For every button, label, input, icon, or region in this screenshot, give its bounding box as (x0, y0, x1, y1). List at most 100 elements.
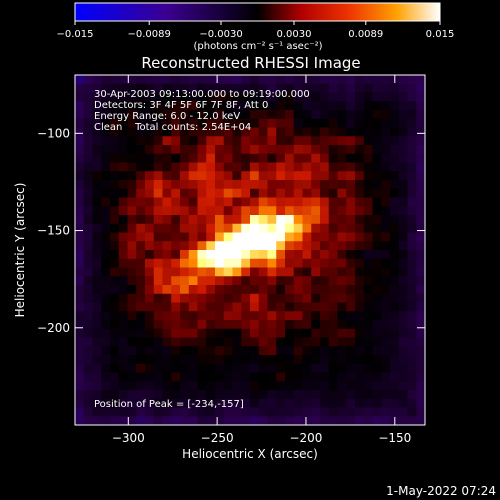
heatmap-cell (355, 328, 365, 339)
heatmap-cell (398, 250, 409, 260)
heatmap-cell (136, 302, 146, 312)
heatmap-cell (145, 372, 155, 382)
heatmap-cell (416, 328, 425, 339)
heatmap-cell (346, 171, 356, 181)
heatmap-cell (232, 337, 242, 347)
heatmap-cell (302, 398, 312, 409)
heatmap-cell (145, 311, 155, 321)
heatmap-cell (390, 285, 400, 295)
heatmap-cell (110, 162, 120, 172)
heatmap-cell (302, 223, 312, 234)
heatmap-cell (101, 355, 111, 365)
heatmap-cell (83, 346, 94, 356)
heatmap-cell (188, 197, 199, 207)
heatmap-cell (145, 398, 155, 409)
heatmap-cell (250, 188, 260, 199)
heatmap-cell (293, 355, 304, 365)
heatmap-cell (398, 153, 409, 164)
heatmap-cell (407, 267, 417, 277)
heatmap-cell (390, 145, 400, 155)
heatmap-cell (101, 136, 111, 146)
heatmap-cell (381, 372, 391, 382)
heatmap-cell (83, 337, 94, 347)
heatmap-cell (197, 311, 207, 321)
heatmap-cell (75, 223, 85, 234)
heatmap-cell (223, 110, 234, 120)
heatmap-cell (276, 92, 286, 102)
heatmap-cell (75, 363, 85, 374)
heatmap-cell (363, 302, 374, 312)
heatmap-cell (197, 153, 207, 164)
heatmap-cell (337, 110, 347, 120)
heatmap-cell (232, 180, 242, 190)
heatmap-cell (355, 101, 365, 111)
heatmap-cell (110, 83, 120, 94)
heatmap-cell (75, 372, 85, 382)
heatmap-cell (390, 372, 400, 382)
heatmap-cell (92, 180, 102, 190)
heatmap-cell (258, 197, 269, 207)
heatmap-cell (416, 206, 425, 216)
heatmap-cell (241, 153, 251, 164)
heatmap-cell (267, 398, 277, 409)
heatmap-cell (110, 206, 120, 216)
heatmap-cell (302, 215, 312, 225)
heatmap-cell (153, 346, 164, 356)
heatmap-cell (311, 145, 321, 155)
heatmap-cell (101, 372, 111, 382)
heatmap-cell (381, 355, 391, 365)
heatmap-cell (328, 390, 339, 400)
heatmap-cell (215, 75, 225, 85)
heatmap-cell (398, 390, 409, 400)
heatmap-cell (337, 153, 347, 164)
heatmap-cell (223, 398, 234, 409)
heatmap-cell (285, 92, 295, 102)
heatmap-cell (171, 110, 181, 120)
heatmap-cell (276, 363, 286, 374)
heatmap-cell (293, 363, 304, 374)
heatmap-cell (346, 390, 356, 400)
heatmap-cell (372, 416, 382, 425)
heatmap-cell (75, 416, 85, 425)
heatmap-cell (110, 241, 120, 251)
heatmap-cell (241, 302, 251, 312)
heatmap-cell (162, 162, 172, 172)
heatmap-cell (320, 171, 330, 181)
heatmap-cell (232, 232, 242, 242)
heatmap-cell (118, 250, 129, 260)
heatmap-cell (206, 215, 216, 225)
heatmap-cell (92, 223, 102, 234)
heatmap-cell (136, 285, 146, 295)
heatmap-cell (136, 363, 146, 374)
heatmap-cell (355, 171, 365, 181)
heatmap-cell (390, 180, 400, 190)
heatmap-cell (110, 355, 120, 365)
heatmap-cell (381, 258, 391, 269)
heatmap-cell (337, 363, 347, 374)
heatmap-cell (180, 110, 190, 120)
heatmap-cell (398, 232, 409, 242)
heatmap-cell (293, 320, 304, 330)
colorbar-tick-label: 0.0030 (277, 29, 312, 40)
heatmap-cell (118, 276, 129, 286)
heatmap-cell (337, 241, 347, 251)
heatmap-cell (232, 118, 242, 129)
heatmap-cell (215, 302, 225, 312)
heatmap-cell (320, 188, 330, 199)
heatmap-cell (180, 355, 190, 365)
heatmap-cell (136, 337, 146, 347)
heatmap-cell (223, 276, 234, 286)
heatmap-cell (302, 206, 312, 216)
heatmap-cell (171, 162, 181, 172)
heatmap-cell (285, 215, 295, 225)
heatmap-cell (328, 136, 339, 146)
heatmap-cell (372, 136, 382, 146)
heatmap-cell (276, 188, 286, 199)
heatmap-cell (285, 83, 295, 94)
heatmap-cell (232, 171, 242, 181)
heatmap-cell (320, 337, 330, 347)
heatmap-cell (302, 153, 312, 164)
heatmap-cell (153, 118, 164, 129)
heatmap-cell (363, 250, 374, 260)
heatmap-cell (407, 372, 417, 382)
